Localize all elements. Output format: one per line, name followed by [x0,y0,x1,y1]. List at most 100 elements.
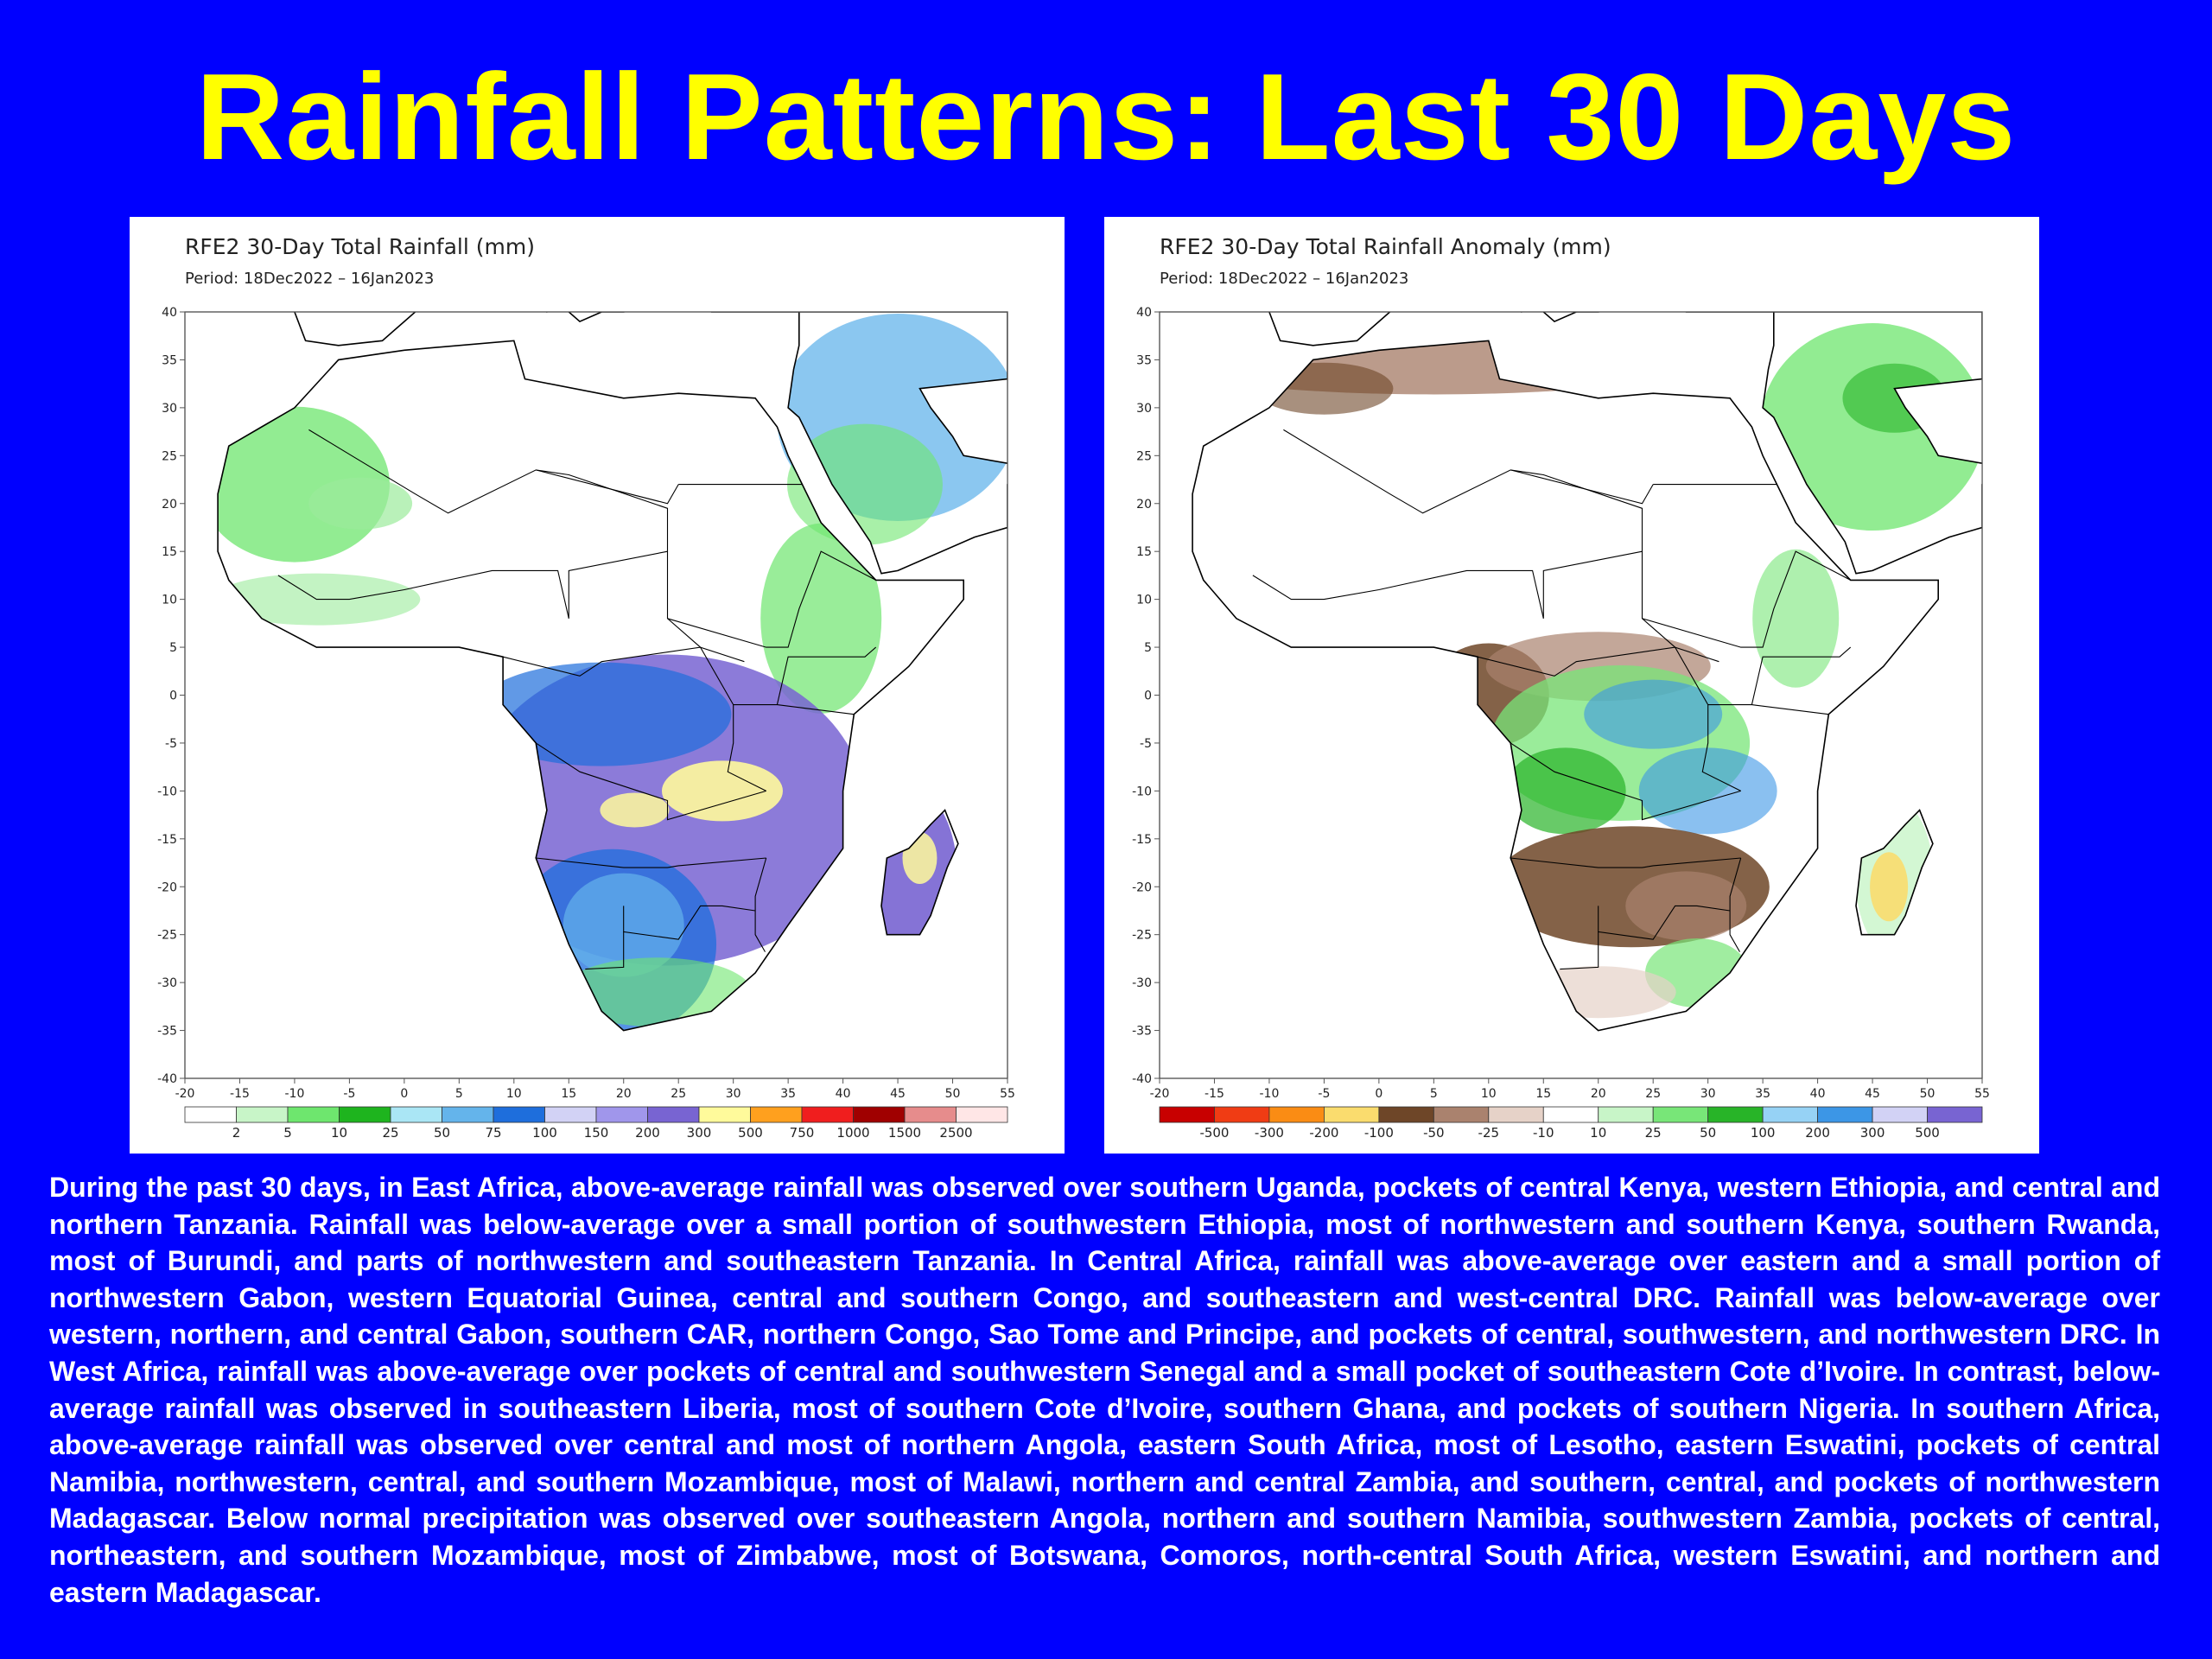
legend-label: 25 [382,1125,398,1141]
country-borders [277,429,877,970]
lon-tick-label: -10 [1259,1087,1279,1101]
rain-patch-angola-high [600,792,670,828]
legend-label: 1500 [888,1125,921,1141]
legend-swatch [853,1106,906,1123]
rain-patch-congo [472,662,732,766]
lon-tick-label: 15 [1535,1087,1551,1101]
legend-label: 75 [485,1125,501,1141]
legend-label: 10 [331,1125,347,1141]
anom-patch-ethiopia [1752,549,1840,688]
country-border [1729,857,1742,952]
lat-tick-label: 15 [162,545,177,559]
lat-tick-label: 20 [162,498,177,512]
country-border [535,742,766,821]
lon-tick-label: 20 [1591,1087,1606,1101]
legend-swatch [801,1106,854,1123]
lon-tick-label: 10 [506,1087,522,1101]
lat-tick-label: 25 [1136,449,1152,463]
legend-label: 1000 [836,1125,869,1141]
lat-tick-label: -25 [157,929,177,943]
legend-label: 200 [635,1125,660,1141]
lat-tick-label: 35 [1136,353,1152,367]
legend-swatch [184,1106,237,1123]
country-border [1598,905,1731,940]
legend-swatch [493,1106,545,1123]
map-title: RFE2 30-Day Total Rainfall Anomaly (mm) [1160,234,1611,259]
legend-colorbar: 2 5 10 25 50 75 100 150 200 300 500 750 1000 1500 2500 [184,1106,1008,1141]
country-border [568,550,668,619]
anom-patch-zambia [1638,747,1777,835]
lon-tick-label: -20 [1150,1087,1170,1101]
lat-tick-label: 15 [1136,545,1152,559]
madagascar-coastline [880,809,959,936]
legend-swatch [750,1106,803,1123]
rainfall-summary-text: During the past 30 days, in East Africa,… [49,1172,2160,1608]
lon-tick-label: 5 [1430,1087,1438,1101]
legend-swatch [339,1106,391,1123]
legend-swatch [1652,1106,1709,1123]
lat-tick-label: -25 [1132,929,1152,943]
lat-tick-label: -15 [1132,833,1152,847]
lat-tick-label: -20 [1132,880,1152,894]
lon-tick-label: 30 [1700,1087,1716,1101]
anom-patch-angola [1504,747,1626,835]
lat-tick-label: -30 [1132,976,1152,990]
legend-label: 300 [1860,1125,1885,1141]
lat-tick-label: 30 [162,402,177,416]
country-border [502,646,766,791]
legend-label: 50 [1700,1125,1716,1141]
country-border [585,931,625,970]
madagascar-coastline [1855,809,1934,936]
legend-swatch [904,1106,957,1123]
rain-patch-zambia-high [661,760,783,822]
legend-label: 150 [584,1125,609,1141]
total-rainfall-map: RFE2 30-Day Total Rainfall (mm) Period: 1… [157,234,1015,1141]
country-border [308,429,679,514]
lat-tick-label: -15 [157,833,177,847]
country-border [277,569,569,619]
legend-swatch [698,1106,751,1123]
country-border [1252,569,1544,619]
map-period: Period: 18Dec2022 – 16Jan2023 [185,270,434,288]
country-border [1510,742,1741,821]
legend-swatch [1214,1106,1270,1123]
lon-tick-label: 30 [726,1087,741,1101]
legend-swatch [236,1106,289,1123]
legend-swatch [287,1106,340,1123]
legend-label: 300 [687,1125,712,1141]
total-rainfall-map-panel: RFE2 30-Day Total Rainfall (mm) Period: 1… [130,217,1065,1154]
lon-tick-label: 25 [671,1087,686,1101]
lon-tick-label: 35 [1755,1087,1770,1101]
lon-tick-label: 20 [616,1087,632,1101]
arabia-coastline [787,312,1007,575]
legend-label: -300 [1255,1125,1284,1141]
legend-label: 10 [1590,1125,1606,1141]
lon-tick-label: 50 [1920,1087,1936,1101]
lat-tick-label: 0 [169,690,177,703]
legend-swatch [1598,1106,1654,1123]
legend-swatch [1927,1106,1983,1123]
lat-tick-label: -5 [165,737,177,751]
legend-colorbar: -500 -300 -200 -100 -50 -25 -10 10 25 50 100 200 300… [1159,1106,1983,1141]
lon-tick-label: -15 [230,1087,250,1101]
map-period: Period: 18Dec2022 – 16Jan2023 [1160,270,1408,288]
lon-tick-label: 45 [890,1087,906,1101]
legend-swatch [390,1106,442,1123]
lat-tick-label: -35 [157,1025,177,1039]
anom-patch-madagascar-dry [1870,852,1909,922]
lon-tick-label: 5 [455,1087,463,1101]
country-border [1283,429,1654,514]
country-border [754,857,767,952]
legend-label: 500 [738,1125,763,1141]
lat-tick-label: 10 [1136,594,1152,607]
lat-tick-label: 5 [169,641,177,655]
legend-label: 50 [434,1125,450,1141]
legend-swatch [1323,1106,1380,1123]
lat-tick-label: 40 [1136,306,1152,320]
legend-label: -10 [1533,1125,1554,1141]
legend-label: 100 [1751,1125,1776,1141]
map-title: RFE2 30-Day Total Rainfall (mm) [185,234,535,259]
legend-label: -200 [1309,1125,1338,1141]
lat-tick-label: 20 [1136,498,1152,512]
legend-swatch [1762,1106,1819,1123]
